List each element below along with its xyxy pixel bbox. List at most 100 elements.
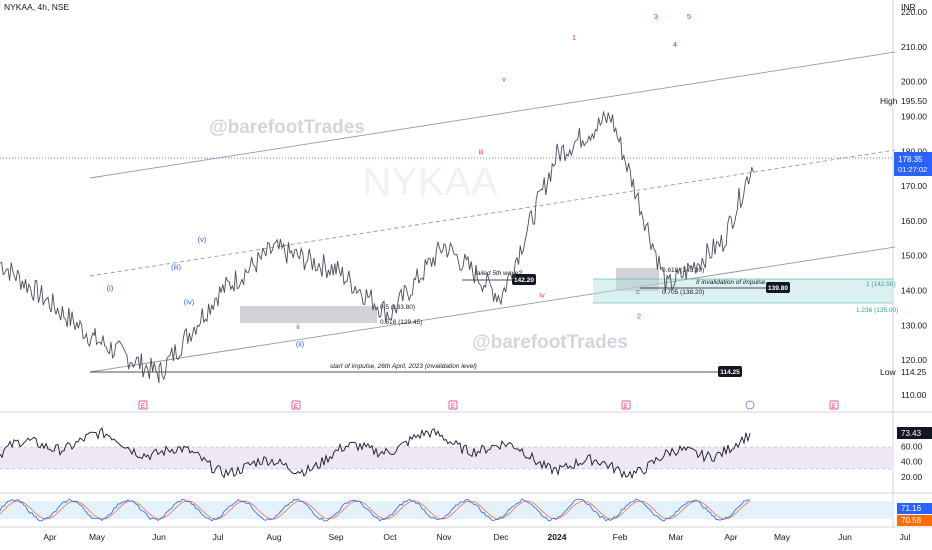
wave-label: iv (539, 291, 545, 300)
earnings-marker-label: E (294, 404, 298, 410)
earnings-marker-label: E (832, 404, 836, 410)
high-label: High (880, 96, 898, 106)
low-label: Low (880, 367, 896, 377)
time-tick-label: Jul (900, 532, 911, 542)
stoch-d-line (0, 500, 751, 520)
failed5-note: failed 5th wave? (475, 270, 522, 277)
wave-label: v (502, 75, 506, 84)
price-tick-label: 140.00 (901, 286, 927, 296)
price-tick-label: 220.00 (901, 7, 927, 17)
rsi-tick-label: 20.00 (901, 472, 923, 482)
price-tick-label: 190.00 (901, 111, 927, 121)
price-tick-label: 150.00 (901, 251, 927, 261)
time-axis-ticks: Apr May Jun Jul Aug Sep Oct Nov Dec 2024 Feb Mar Apr… (43, 532, 910, 542)
price-tick-label: 160.00 (901, 216, 927, 226)
impulse-invalid-price: 139.80 (768, 285, 788, 292)
high-label-bg (876, 96, 893, 107)
earnings-marker-box[interactable] (621, 400, 631, 410)
rsi-value-badge (897, 427, 932, 439)
price-tick-label: 210.00 (901, 42, 927, 52)
low-value: 114.25 (901, 367, 927, 377)
wave-label: iii (479, 148, 484, 157)
price-series (0, 110, 754, 384)
invalidation-price: 114.25 (720, 369, 740, 376)
fib2-b-label: 0.705 (138.20) (662, 289, 704, 296)
time-tick-label: Dec (493, 532, 509, 542)
symbol-label: NYKAA, 4h, NSE (4, 2, 70, 12)
stoch-band (0, 501, 893, 519)
channel-middle (89, 149, 896, 277)
handle-watermark-bottom: @barefootTrades (472, 332, 628, 353)
stoch-d-value: 70.58 (901, 516, 922, 525)
wave-label: 1 (572, 33, 576, 42)
time-tick-label: Oct (383, 532, 397, 542)
stoch-k-value: 71.16 (901, 504, 922, 513)
currency-label: INR (901, 2, 916, 12)
last-price-badge (894, 152, 932, 176)
invalidation-note: start of impulse, 26th April, 2023 (inva… (330, 363, 477, 370)
fib2-a-label: 0.618 (145.30) (662, 267, 704, 274)
time-tick-label: Feb (613, 532, 628, 542)
time-tick-label: Aug (266, 532, 281, 542)
wave-label: (v) (198, 235, 207, 244)
fib-zone-1 (240, 306, 377, 323)
symbol-watermark: NYKAA (362, 160, 498, 204)
price-tick-label: 200.00 (901, 77, 927, 87)
wave-label: 4 (673, 40, 677, 49)
last-price-value: 178.35 (898, 155, 923, 164)
candle-countdown: 01:27:02 (898, 165, 927, 174)
wave-label: ii (296, 322, 300, 331)
time-tick-label: Sep (328, 532, 343, 542)
earnings-marker-box[interactable] (448, 400, 458, 410)
time-tick-label: Apr (43, 532, 56, 542)
wave-label: c (636, 287, 640, 296)
failed5-badge (512, 274, 536, 285)
time-tick-label: Jun (152, 532, 166, 542)
time-tick-label: Jul (213, 532, 224, 542)
price-axis-ticks: 220.00 210.00 200.00 190.00 180.00 170.00 160.… (901, 7, 927, 400)
fib1-b-label: 0.618 (129.45) (380, 319, 422, 326)
price-tick-label: 130.00 (901, 320, 927, 330)
earnings-marker-box[interactable] (291, 400, 301, 410)
fib-zone-3 (593, 279, 893, 303)
earnings-marker-label: E (451, 404, 455, 410)
price-tick-label: 180.00 (901, 146, 927, 156)
impulse-invalid-note: II invalidation of impulse (696, 279, 766, 286)
time-tick-label: Nov (436, 532, 452, 542)
time-tick-label: May (774, 532, 791, 542)
rsi-tick-label: 40.00 (901, 457, 923, 467)
earnings-marker-label: E (141, 404, 145, 410)
rsi-value: 73.43 (901, 429, 922, 438)
channel-upper (89, 51, 896, 179)
wave-label: (iii) (171, 263, 181, 272)
invalidation-price-badge (718, 366, 742, 377)
time-tick-label: May (89, 532, 106, 542)
wave-label: 2 (637, 311, 641, 320)
rsi-tick-label: 60.00 (901, 441, 923, 451)
earnings-marker-box[interactable] (829, 400, 839, 410)
stoch-d-badge (897, 515, 932, 526)
price-tick-label: 110.00 (901, 390, 927, 400)
flash-icon (745, 400, 755, 410)
handle-watermark-top: @barefootTrades (209, 117, 365, 138)
time-tick-label: Jun (838, 532, 852, 542)
price-tick-label: 170.00 (901, 181, 927, 191)
price-tick-label: 120.00 (901, 355, 927, 365)
rsi-band (0, 447, 893, 469)
high-value: 195.50 (901, 96, 927, 106)
earnings-marker-box[interactable] (138, 400, 148, 410)
wave-label: (iv) (184, 298, 195, 307)
stoch-k-badge (897, 503, 932, 514)
fib-zone-2 (616, 268, 659, 291)
channel-lower (89, 246, 896, 373)
time-tick-label: 2024 (548, 532, 567, 542)
wave-label: 5 (687, 12, 691, 21)
fib3-b-label: 1.236 (135.00) (856, 307, 898, 314)
earnings-marker-label: E (624, 404, 628, 410)
time-tick-label: Mar (669, 532, 684, 542)
wave-label: 3 (654, 12, 658, 21)
rsi-line (0, 427, 751, 480)
